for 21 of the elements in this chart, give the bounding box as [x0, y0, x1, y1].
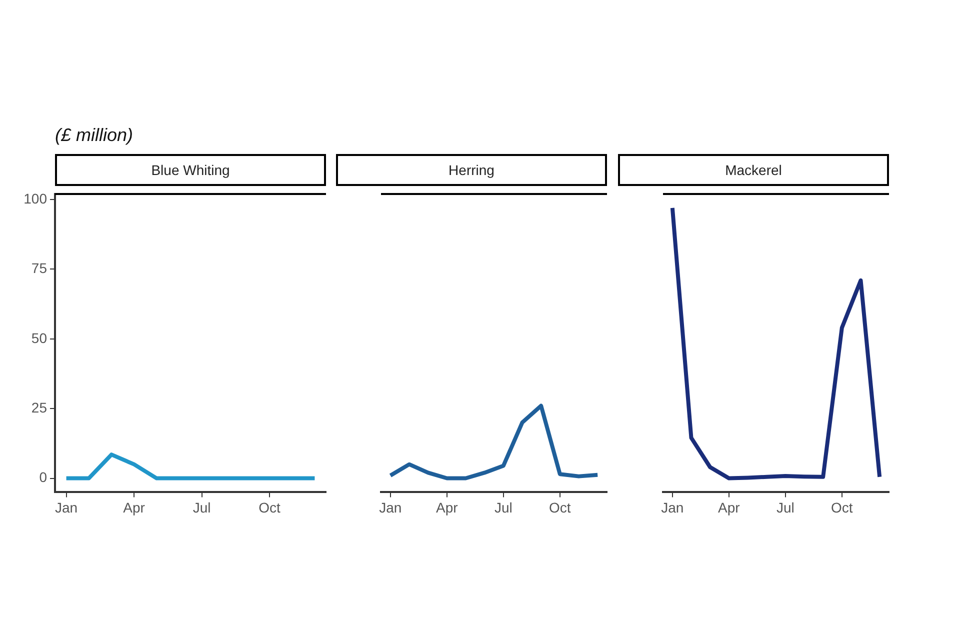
- x-tick-label: Apr: [718, 499, 740, 516]
- x-tick-label: Oct: [549, 499, 571, 516]
- y-tick-label: 25: [31, 399, 48, 416]
- x-tick-label: Apr: [123, 499, 146, 516]
- y-axis-title: (£ million): [55, 125, 134, 146]
- chart-title: Blue Whiting: [55, 154, 326, 186]
- x-tick-label: Jan: [661, 499, 684, 516]
- x-tick-label: Oct: [831, 499, 853, 516]
- chart-title: Herring: [336, 154, 607, 186]
- x-tick-label: Jan: [55, 499, 78, 516]
- x-tick-label: Jul: [494, 499, 512, 516]
- x-tick-label: Apr: [436, 499, 458, 516]
- y-tick-label: 50: [31, 330, 48, 346]
- x-tick-label: Jan: [379, 499, 402, 516]
- x-tick-label: Jul: [776, 499, 794, 516]
- y-tick-label: 75: [31, 260, 48, 276]
- chart-title: Mackerel: [618, 154, 889, 186]
- x-tick-label: Oct: [258, 499, 281, 516]
- x-tick-label: Jul: [192, 499, 211, 516]
- y-tick-label: 100: [24, 190, 48, 206]
- y-tick-label: 0: [39, 469, 48, 486]
